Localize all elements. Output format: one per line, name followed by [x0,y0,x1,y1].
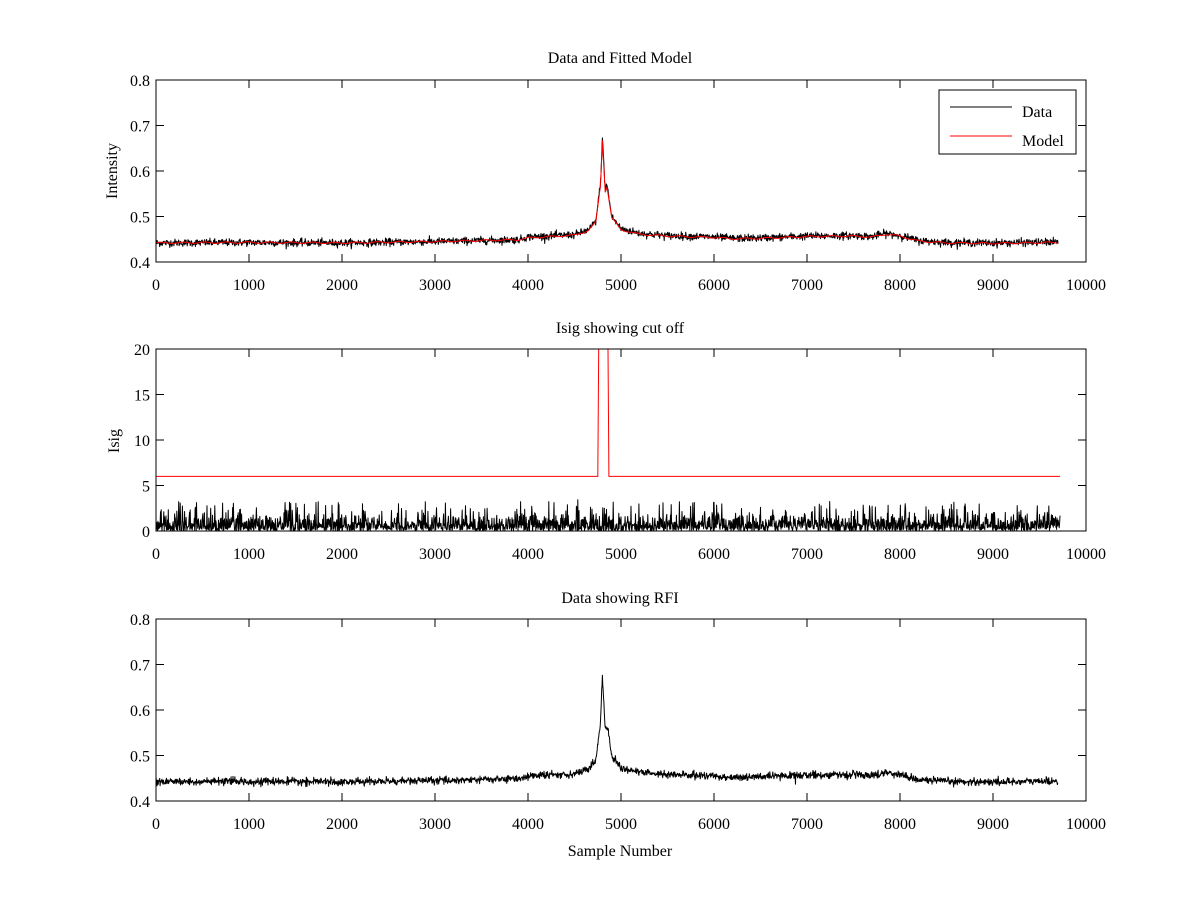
y-tick-label: 0.7 [130,119,150,136]
x-tick-label: 6000 [698,816,730,833]
panel-2-title: Isig showing cut off [556,320,685,337]
x-tick-label: 4000 [512,816,544,833]
panel-2-ylabel: Isig [106,429,123,453]
panel-1-frame [155,79,1087,263]
x-tick-label: 10000 [1066,546,1106,563]
x-tick-label: 5000 [605,277,637,294]
panel-3-series [155,674,1059,788]
x-tick-label: 9000 [977,546,1009,563]
x-tick-label: 9000 [977,816,1009,833]
x-tick-label: 7000 [791,816,823,833]
y-tick-label: 0.7 [130,658,150,675]
panel-1-ylabel: Intensity [104,143,121,199]
panel-1-title: Data and Fitted Model [548,50,693,67]
x-tick-label: 7000 [791,546,823,563]
x-tick-label: 5000 [605,816,637,833]
panel-data-showing-rfi: Data showing RFI 0 1000 2000 3000 4000 5000 60… [130,590,1106,860]
panel-3-title: Data showing RFI [561,590,678,607]
x-tick-label: 4000 [512,546,544,563]
series-data [155,674,1059,788]
series-model [155,140,1059,245]
y-tick-label: 0.8 [130,612,150,629]
panel-3-xlabel: Sample Number [568,843,673,860]
x-tick-label: 1000 [233,816,265,833]
y-tick-label: 0.8 [130,73,150,90]
x-tick-label: 1000 [233,546,265,563]
x-tick-label: 4000 [512,277,544,294]
panel-2-frame [155,348,1087,532]
series-data [155,137,1059,250]
panel-1-ticks: 0 1000 2000 3000 4000 5000 6000 7000 8000 9000 100… [130,73,1106,294]
y-tick-label: 0.4 [130,794,150,811]
x-tick-label: 3000 [419,546,451,563]
y-tick-label: 15 [134,388,150,405]
x-tick-label: 2000 [326,277,358,294]
y-tick-label: 0.4 [130,255,150,272]
panel-isig-showing-cut-off: Isig showing cut off Isig 0 1000 2000 3000 4… [106,320,1106,563]
x-tick-label: 9000 [977,277,1009,294]
x-tick-label: 8000 [884,546,916,563]
legend-data-label: Data [1022,104,1052,121]
panel-3-frame [155,618,1087,802]
x-tick-label: 2000 [326,816,358,833]
legend-model-label: Model [1022,133,1064,150]
x-tick-label: 7000 [791,277,823,294]
x-tick-label: 0 [152,546,160,563]
y-tick-label: 0 [142,524,150,541]
y-tick-label: 0.6 [130,164,150,181]
legend: Data Model [938,89,1077,155]
x-tick-label: 0 [152,816,160,833]
panel-3-ticks: 0 1000 2000 3000 4000 5000 6000 7000 8000 9000 100… [130,612,1106,833]
x-tick-label: 0 [152,277,160,294]
panel-1-series [155,137,1059,250]
x-tick-label: 5000 [605,546,637,563]
x-tick-label: 2000 [326,546,358,563]
series-isig [155,499,1061,532]
x-tick-label: 1000 [233,277,265,294]
x-tick-label: 6000 [698,546,730,563]
y-tick-label: 0.5 [130,210,150,227]
y-tick-label: 10 [134,433,150,450]
x-tick-label: 8000 [884,816,916,833]
y-tick-label: 0.6 [130,703,150,720]
x-tick-label: 3000 [419,816,451,833]
y-tick-label: 5 [142,479,150,496]
x-tick-label: 8000 [884,277,916,294]
y-tick-label: 0.5 [130,749,150,766]
x-tick-label: 10000 [1066,816,1106,833]
legend-box [938,89,1077,155]
x-tick-label: 6000 [698,277,730,294]
x-tick-label: 3000 [419,277,451,294]
panel-data-and-fitted-model: Data and Fitted Model Intensity 0 1000 200… [104,50,1106,294]
x-tick-label: 10000 [1066,277,1106,294]
y-tick-label: 20 [134,342,150,359]
